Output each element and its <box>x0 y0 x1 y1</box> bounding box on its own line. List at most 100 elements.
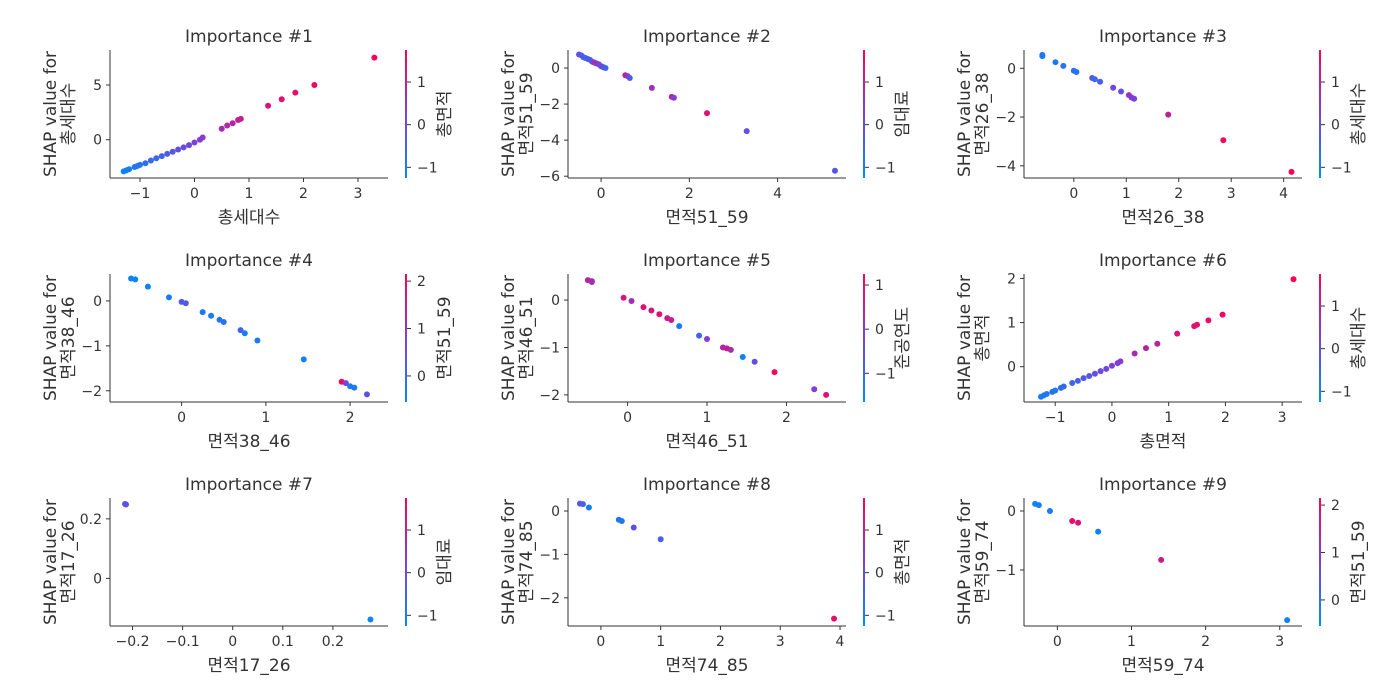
data-point <box>771 369 778 376</box>
x-axis-label: 면적59_74 <box>1121 656 1204 676</box>
data-point <box>1035 502 1042 509</box>
colorbar-tick-label: 0 <box>1331 118 1340 134</box>
x-tick-label: 4 <box>1279 186 1288 202</box>
data-point <box>1284 617 1291 624</box>
y-tick-label: −2 <box>995 110 1016 126</box>
data-point <box>1069 518 1076 525</box>
y-axis-label-line: SHAP value for <box>499 51 519 177</box>
x-tick-label: 3 <box>1227 186 1236 202</box>
colorbar-label: 총면적 <box>435 91 455 138</box>
y-tick-label: 0 <box>1007 360 1016 376</box>
data-point <box>1131 95 1138 102</box>
colorbar-tick-label: 0 <box>417 369 426 385</box>
data-point <box>811 386 818 393</box>
data-point <box>311 82 318 89</box>
data-point <box>132 276 139 283</box>
x-tick-label: 0 <box>596 634 605 650</box>
data-point <box>1046 507 1053 514</box>
y-axis-label: SHAP value for총세대수 <box>41 51 79 177</box>
y-tick-label: −1 <box>539 547 560 563</box>
data-point <box>626 74 633 81</box>
data-point <box>620 294 627 301</box>
colorbar-tick-label: −1 <box>875 366 896 382</box>
x-tick-label: 1 <box>1122 186 1131 202</box>
data-point <box>1074 377 1081 384</box>
data-point <box>585 504 592 511</box>
colorbar-tick-label: −1 <box>875 608 896 624</box>
data-point <box>588 279 595 286</box>
colorbar-tick-label: −1 <box>417 608 438 624</box>
colorbar-tick-label: 0 <box>875 118 884 134</box>
x-tick-label: 2 <box>346 410 355 426</box>
colorbar-label: 준공연도 <box>893 307 913 370</box>
data-point <box>1118 88 1125 95</box>
data-point <box>751 358 758 365</box>
y-tick-label: 0 <box>551 504 560 520</box>
x-tick-label: 0 <box>1107 410 1116 426</box>
y-axis-label: SHAP value for면적38_46 <box>41 275 79 401</box>
x-tick-label: 4 <box>773 186 782 202</box>
chart-title: Importance #2 <box>643 27 771 47</box>
data-point <box>241 330 248 337</box>
data-point <box>126 166 133 173</box>
data-point <box>278 96 285 103</box>
chart-title: Importance #8 <box>643 475 771 495</box>
data-point <box>1142 345 1149 352</box>
x-tick-label: 1 <box>1127 634 1136 650</box>
x-tick-label: 1 <box>245 186 254 202</box>
y-tick-label: −4 <box>995 159 1016 175</box>
data-point <box>147 157 154 164</box>
data-point <box>229 120 236 127</box>
colorbar <box>1319 274 1321 402</box>
colorbar-label: 임대료 <box>893 91 913 138</box>
y-axis-label-line: SHAP value for <box>955 275 975 401</box>
data-point <box>1095 528 1102 535</box>
y-tick-label: −2 <box>81 384 102 400</box>
y-axis-label-line: SHAP value for <box>41 275 61 401</box>
data-point <box>1117 358 1124 365</box>
data-point <box>1219 311 1226 318</box>
x-tick-label: 0 <box>1069 186 1078 202</box>
y-tick-label: 0.2 <box>80 512 102 528</box>
x-tick-label: 0 <box>177 410 186 426</box>
data-point <box>1069 380 1076 387</box>
data-point <box>1091 76 1098 83</box>
y-axis-label-line: 면적38_46 <box>59 296 79 379</box>
data-point <box>1174 330 1181 337</box>
x-tick-label: 1 <box>656 634 665 650</box>
data-point <box>704 110 710 117</box>
colorbar-label: 총세대수 <box>1349 307 1369 370</box>
y-tick-label: 0 <box>93 294 102 310</box>
data-point <box>1052 59 1059 66</box>
colorbar-tick-label: 0 <box>875 566 884 582</box>
x-tick-label: 1 <box>1164 410 1173 426</box>
colorbar-tick-label: 1 <box>1331 546 1340 562</box>
data-point <box>696 332 703 339</box>
data-point <box>1080 375 1087 382</box>
x-tick-label: 4 <box>836 634 845 650</box>
colorbar-tick-label: 0 <box>875 322 884 338</box>
colorbar-label: 면적51_59 <box>1349 520 1369 603</box>
x-axis-label: 면적51_59 <box>665 208 748 228</box>
x-tick-label: 2 <box>1174 186 1183 202</box>
colorbar-tick-label: 1 <box>875 278 884 294</box>
x-axis-label: 면적38_46 <box>207 432 290 452</box>
chart-title: Importance #1 <box>185 27 313 47</box>
colorbar-label: 총면적 <box>893 539 913 586</box>
y-axis-label: SHAP value for면적46_51 <box>499 275 537 401</box>
y-tick-label: −2 <box>539 591 560 607</box>
y-axis-label-line: 면적46_51 <box>517 296 537 379</box>
colorbar-label: 총세대수 <box>1349 83 1369 146</box>
data-point <box>668 316 675 323</box>
data-point <box>1154 340 1161 347</box>
data-point <box>1075 519 1082 526</box>
y-tick-label: 0 <box>551 61 560 77</box>
data-point <box>1131 350 1138 357</box>
data-point <box>218 125 225 132</box>
colorbar-tick-label: −1 <box>875 160 896 176</box>
